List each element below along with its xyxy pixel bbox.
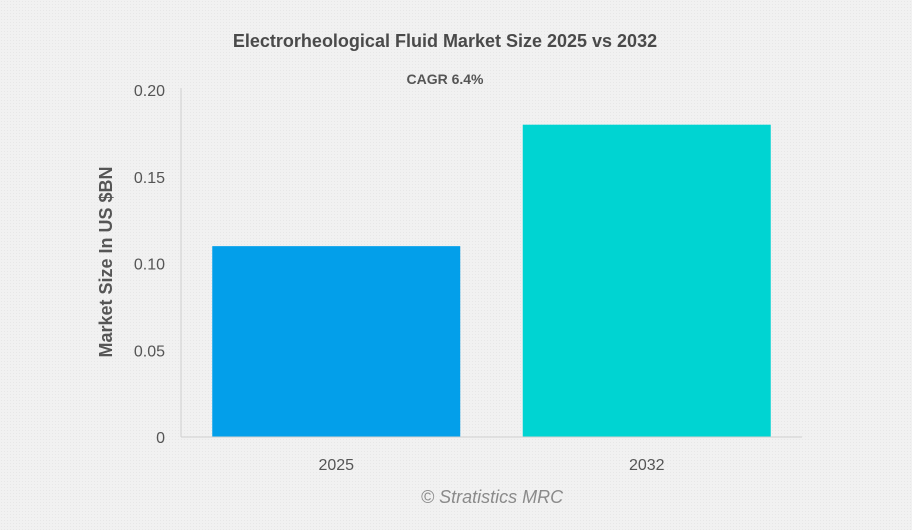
x-tick-label: 2032 [629, 457, 665, 474]
y-axis-ticks: 0 0.05 0.10 0.15 0.20 [134, 83, 165, 447]
chart-subtitle: CAGR 6.4% [406, 71, 484, 87]
y-tick-label: 0 [156, 430, 165, 447]
y-tick-label: 0.20 [134, 83, 165, 100]
chart-title: Electrorheological Fluid Market Size 202… [233, 31, 657, 51]
x-tick-label: 2025 [318, 457, 354, 474]
y-tick-label: 0.15 [134, 170, 165, 187]
y-tick-label: 0.10 [134, 257, 165, 274]
y-tick-label: 0.05 [134, 343, 165, 360]
bars-group [212, 124, 771, 437]
y-axis-label: Market Size In US $BN [96, 166, 116, 357]
bar-2032 [522, 124, 771, 437]
watermark-text: © Stratistics MRC [421, 487, 564, 507]
bar-2025 [212, 246, 461, 437]
x-axis-ticks: 2025 2032 [318, 457, 664, 474]
